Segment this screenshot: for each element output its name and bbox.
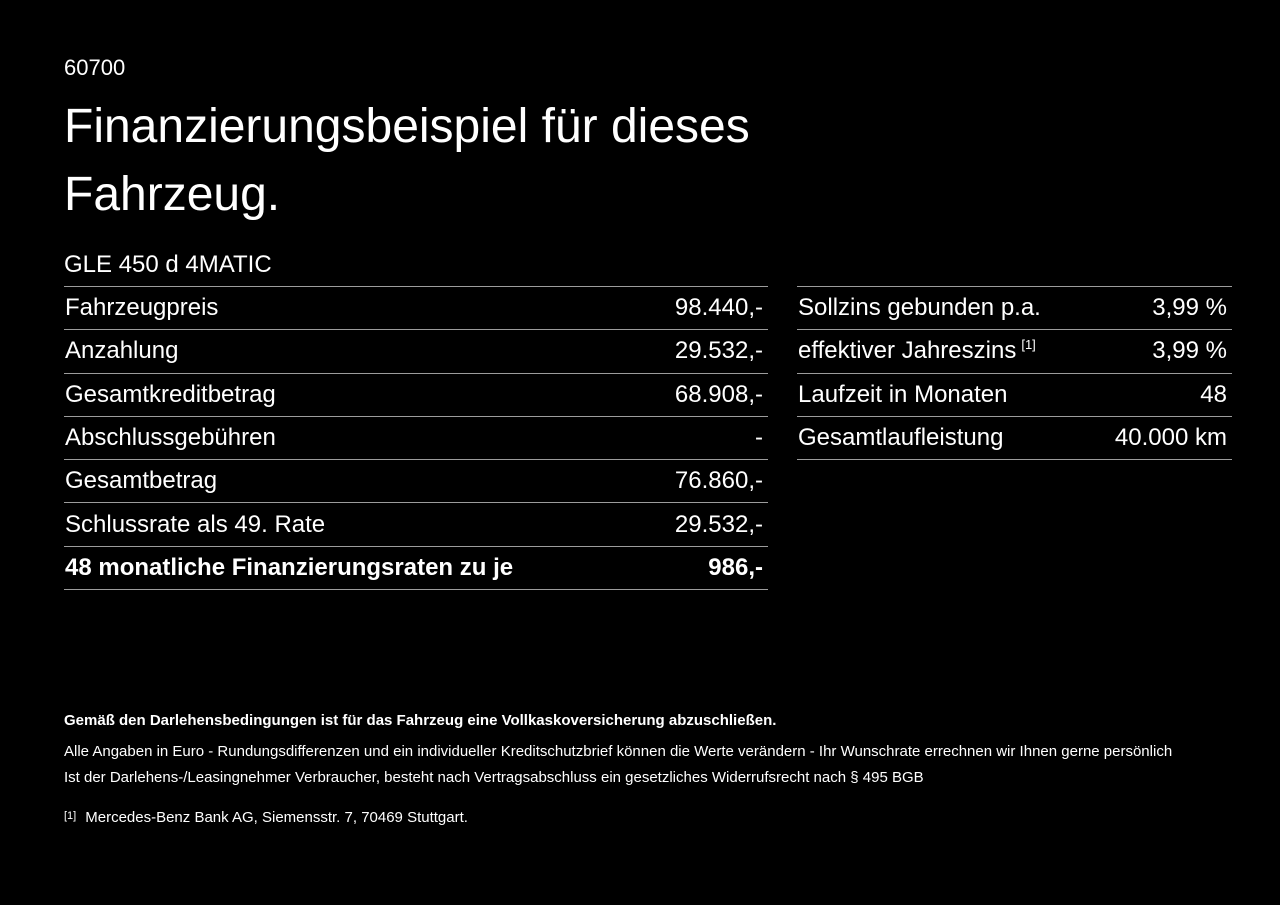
row-label: Gesamtlaufleistung (798, 424, 1004, 452)
table-row: Abschlussgebühren - (64, 415, 768, 459)
row-value: 3,99 % (1152, 337, 1227, 365)
table-row: Anzahlung 29.532,- (64, 329, 768, 372)
disclaimer-line2: Ist der Darlehens-/Leasingnehmer Verbrau… (64, 769, 924, 786)
page-code: 60700 (64, 55, 126, 80)
row-value: 98.440,- (674, 294, 763, 322)
page-title-line2: Fahrzeug. (64, 168, 281, 221)
row-value: 29.532,- (674, 510, 763, 538)
row-label: Anzahlung (65, 337, 179, 365)
row-value: 986,- (708, 553, 763, 581)
table-row: Fahrzeugpreis 98.440,- (64, 286, 768, 329)
row-label: Laufzeit in Monaten (798, 380, 1008, 408)
row-value: 40.000 km (1114, 424, 1227, 452)
footer: Gemäß den Darlehensbedingungen ist für d… (64, 708, 1224, 831)
table-row: effektiver Jahreszins [1] 3,99 % (797, 329, 1232, 372)
row-value: 68.908,- (674, 380, 763, 408)
table-row: Laufzeit in Monaten 48 (797, 372, 1232, 416)
page-title: Finanzierungsbeispiel für dieses Fahrzeug… (64, 93, 750, 229)
footnote: [1] Mercedes-Benz Bank AG, Siemensstr. 7,… (64, 803, 1224, 831)
row-label: Fahrzeugpreis (65, 294, 219, 322)
row-value: 76.860,- (674, 467, 763, 495)
table-row: Sollzins gebunden p.a. 3,99 % (797, 286, 1232, 329)
row-value: 48 (1200, 380, 1227, 408)
row-label: Gesamtbetrag (65, 467, 218, 495)
disclaimer-line1: Alle Angaben in Euro - Rundungsdifferenz… (64, 743, 1173, 760)
row-label: Gesamtkreditbetrag (65, 380, 276, 408)
footnote-marker: [1] (64, 810, 77, 822)
row-label: Schlussrate als 49. Rate (65, 510, 326, 538)
footnote-ref: [1] (1021, 337, 1036, 353)
row-value: - (755, 424, 763, 452)
vehicle-name: GLE 450 d 4MATIC (64, 251, 272, 278)
footnote-text: Mercedes-Benz Bank AG, Siemensstr. 7, 70… (85, 809, 468, 826)
row-value: 3,99 % (1152, 294, 1227, 322)
insurance-note: Gemäß den Darlehensbedingungen ist für d… (64, 712, 777, 729)
finance-table: Fahrzeugpreis 98.440,- Anzahlung 29.532,- Ge… (64, 286, 768, 591)
page-title-line1: Finanzierungsbeispiel für dieses (64, 100, 750, 153)
table-row: Gesamtkreditbetrag 68.908,- (64, 372, 768, 416)
row-label: effektiver Jahreszins [1] (798, 337, 1036, 365)
row-label: Sollzins gebunden p.a. (798, 294, 1041, 322)
table-row: Gesamtbetrag 76.860,- (64, 459, 768, 502)
row-label: 48 monatliche Finanzierungsraten zu je (65, 553, 514, 581)
row-label: Abschlussgebühren (65, 424, 276, 452)
table-row: 48 monatliche Finanzierungsraten zu je 98… (64, 545, 768, 589)
row-value: 29.532,- (674, 337, 763, 365)
table-row: Gesamtlaufleistung 40.000 km (797, 415, 1232, 459)
table-row: Schlussrate als 49. Rate 29.532,- (64, 502, 768, 545)
conditions-table: Sollzins gebunden p.a. 3,99 % effektiver J… (797, 286, 1232, 461)
